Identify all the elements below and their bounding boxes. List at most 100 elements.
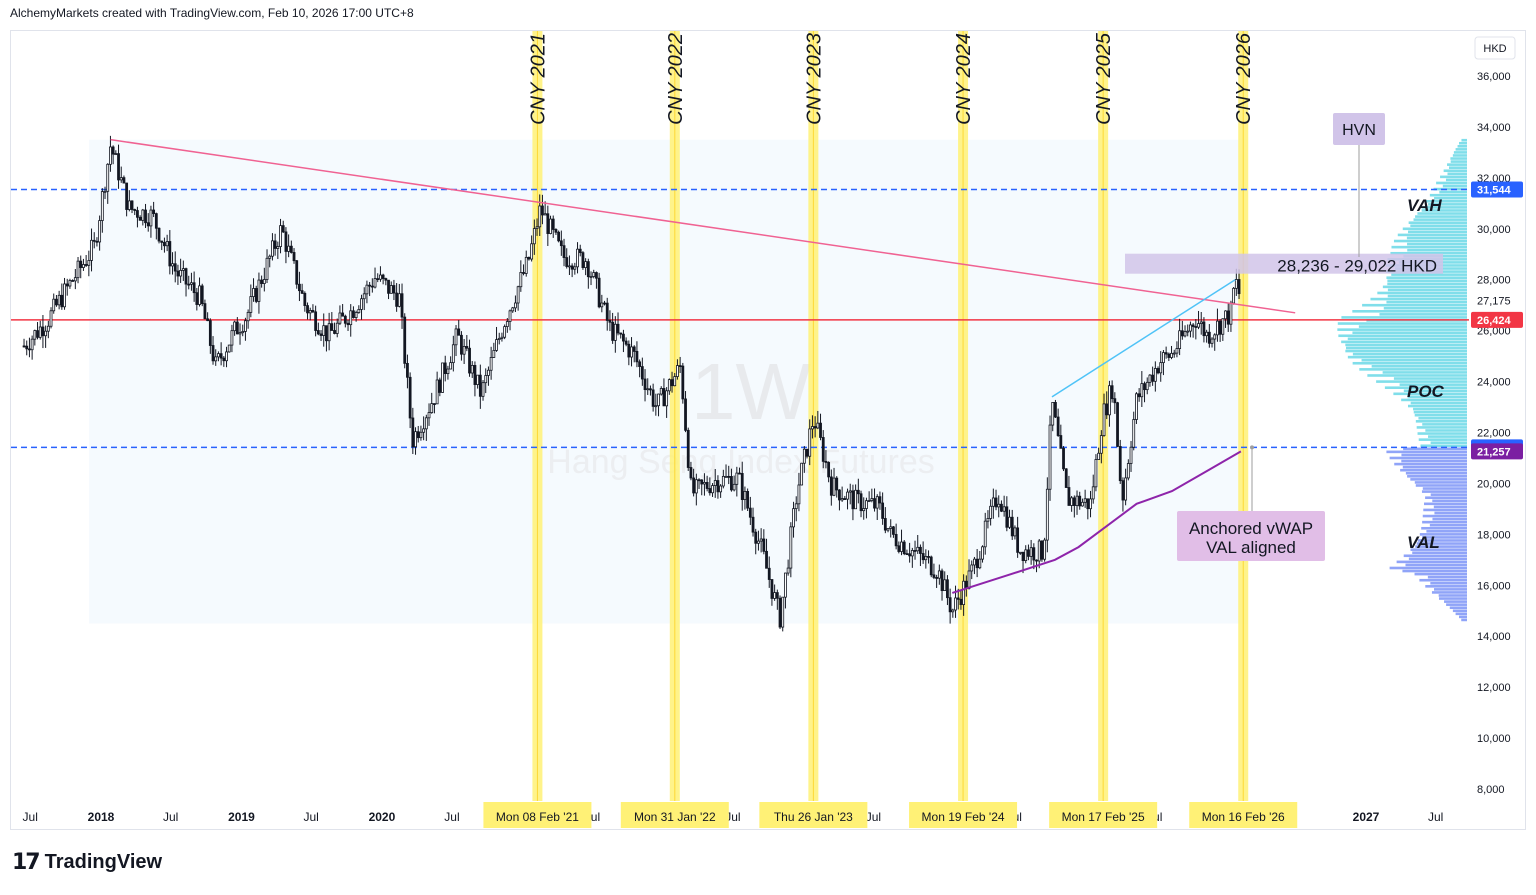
candle-body [659, 388, 663, 395]
profile-bar [1416, 426, 1467, 429]
profile-bar [1431, 591, 1467, 594]
candle-body [1064, 468, 1068, 488]
anchored-vwap-line[interactable] [951, 450, 1242, 594]
profile-bar [1407, 395, 1467, 399]
descending-trendline[interactable] [110, 138, 1296, 314]
candle-body [373, 278, 377, 288]
profile-bar [1447, 163, 1467, 166]
profile-bar [1382, 285, 1467, 289]
profile-bar [1379, 313, 1467, 316]
candle-body [778, 597, 782, 628]
cny-date-badge[interactable] [759, 802, 868, 828]
candle-body [805, 448, 809, 457]
ascending-trendline[interactable] [1051, 279, 1236, 398]
candle-body [333, 330, 336, 334]
cny-label: CNY 2026 [1233, 32, 1255, 125]
price-tag[interactable] [1471, 181, 1523, 198]
candle-body [730, 476, 733, 491]
candle-body [176, 270, 180, 277]
candle-body [316, 330, 320, 335]
cny-date-badge[interactable] [909, 802, 1018, 828]
profile-bar [1362, 303, 1467, 307]
profile-bar [1414, 572, 1467, 576]
candle-body [271, 240, 274, 257]
candle-body [821, 437, 825, 462]
candle-body [451, 344, 455, 364]
candle-body [1010, 516, 1014, 537]
candle-body [738, 472, 741, 475]
hvn-badge[interactable] [1333, 113, 1385, 145]
tradingview-logo-icon: 17 [12, 850, 41, 875]
profile-bar [1407, 242, 1467, 246]
candle-body [279, 225, 282, 247]
candle-body [414, 431, 417, 448]
profile-bar [1403, 389, 1467, 393]
candle-body [133, 209, 137, 211]
candle-body [381, 274, 385, 279]
candle-body [141, 209, 145, 221]
cny-date-badge[interactable] [620, 802, 729, 828]
profile-bar [1422, 423, 1467, 426]
candle-body [211, 345, 215, 362]
price-tag-label: 27,175 [1477, 296, 1511, 308]
candle-body [838, 489, 841, 501]
candle-body [535, 226, 539, 229]
profile-bar [1402, 569, 1467, 573]
candle-body [46, 325, 50, 332]
candle-body [767, 567, 771, 580]
candle-body [25, 345, 29, 350]
price-tag[interactable] [1471, 311, 1523, 328]
candle-body [568, 265, 571, 268]
candle-body [403, 316, 407, 364]
price-tag[interactable] [1471, 292, 1523, 309]
candle-body [1216, 320, 1219, 336]
profile-bar [1425, 585, 1467, 588]
candle-body [57, 294, 61, 306]
annotation-box[interactable] [1177, 511, 1325, 561]
cny-date-badge[interactable] [483, 802, 592, 828]
candle-body [1183, 331, 1187, 337]
candle-body [859, 493, 863, 512]
profile-bar [1430, 441, 1467, 445]
candle-body [335, 322, 339, 334]
price-axis[interactable] [1469, 31, 1525, 801]
candle-body [168, 241, 172, 267]
profile-bar [1432, 499, 1467, 503]
profile-bar [1422, 514, 1467, 518]
candle-body [551, 218, 555, 230]
cny-date-badge[interactable] [1049, 802, 1158, 828]
volume-profile-layer: VAH POC VAL [1337, 138, 1467, 622]
profile-bar [1417, 432, 1467, 435]
currency-badge[interactable] [1474, 36, 1516, 60]
cny-date-badge[interactable] [1189, 802, 1298, 828]
time-axis-layer: Jul2018Jul2019Jul2020JulJulJulJulJulJul2… [11, 801, 1525, 829]
footer-brand[interactable]: 17 TradingView [12, 850, 162, 875]
candle-body [1140, 383, 1144, 398]
candle-body [983, 520, 987, 548]
candle-body [524, 256, 528, 274]
price-tag-label: 31,544 [1477, 184, 1512, 196]
candle-body [195, 292, 199, 305]
candle-body [686, 429, 690, 468]
candle-body [44, 330, 48, 337]
profile-bar [1417, 539, 1467, 542]
profile-bar [1402, 227, 1467, 231]
currency-label: HKD [1483, 43, 1506, 55]
candle-body [111, 146, 115, 155]
candle-body [49, 310, 53, 327]
candle-body [792, 508, 795, 528]
candle-body [330, 323, 334, 331]
candles-layer [22, 135, 1241, 632]
candle-body [1186, 330, 1190, 333]
profile-bar [1352, 361, 1467, 365]
price-tag[interactable] [1471, 443, 1523, 460]
price-tag-label: 21,257 [1477, 446, 1511, 458]
candle-body [649, 388, 652, 391]
candle-body [1056, 416, 1060, 436]
candle-body [146, 222, 150, 227]
candle-body [538, 205, 542, 228]
hvn-zone[interactable] [1125, 253, 1443, 274]
candle-body [1210, 338, 1214, 344]
chart-panel[interactable]: 1W Hang Seng Index Futures CNY 2021 CNY 20… [10, 30, 1526, 830]
